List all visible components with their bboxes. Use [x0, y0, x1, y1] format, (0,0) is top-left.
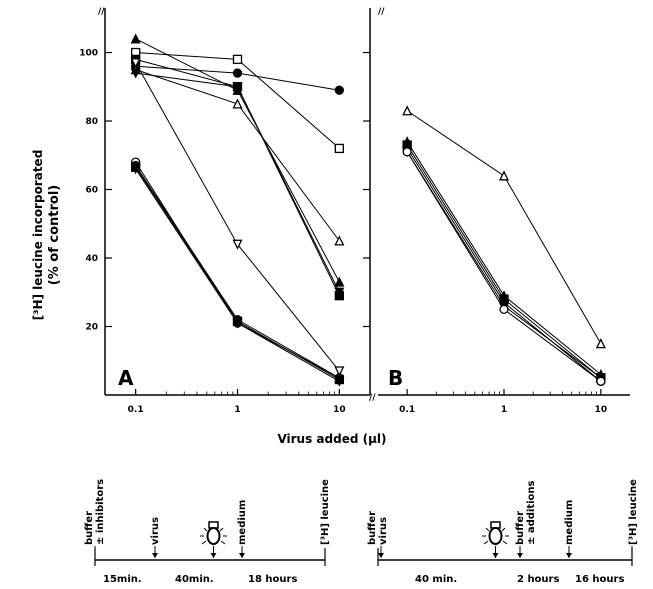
data-point-b-0-1	[498, 170, 510, 181]
timeline-2-event-virus-label: virus	[378, 517, 389, 545]
timeline-2-event-buffer-label: buffer	[367, 511, 378, 545]
data-point-a-1-2	[334, 143, 344, 154]
data-point-a-6-1	[232, 239, 243, 250]
data-point-b-5-2	[596, 376, 606, 386]
data-point-a-3-1	[232, 98, 243, 109]
axis-break-top-a: //	[98, 7, 105, 17]
y-tick-label-100: 100	[79, 49, 98, 59]
timeline-1-event-virus: virus	[150, 517, 161, 558]
x-axis-ticks: 0.1 1 10 0.1 1 10	[128, 389, 607, 415]
timeline-1-interval-3: 18 hours	[248, 574, 297, 585]
data-point-a-10-2	[334, 374, 344, 385]
data-point-a-6-2	[334, 366, 345, 377]
x-tick-label-a-1: 1	[234, 405, 240, 415]
timeline-2: buffer virus buffer ± additions medium	[367, 479, 639, 585]
timeline-1-event-leucine-label: [³H] leucine	[320, 479, 331, 545]
axis-break-bottom: //	[369, 393, 376, 403]
y-axis-label-line2: (% of control)	[47, 185, 62, 285]
timeline-2-event-leucine: [³H] leucine	[628, 479, 639, 558]
panel-a-frame	[104, 8, 371, 396]
x-tick-label-b-2: 10	[595, 405, 608, 415]
timeline-1: buffer ± inhibitors virus medium	[84, 479, 331, 585]
series-line-a-7	[135, 161, 340, 379]
panel-a-label: A	[118, 366, 134, 390]
timeline-2-interval-3: 16 hours	[575, 574, 624, 585]
timeline-1-event-buffer-label-2: ± inhibitors	[95, 479, 106, 545]
data-point-b-0-2	[595, 338, 606, 349]
data-point-a-1-1	[232, 54, 243, 65]
timeline-2-interval-2: 2 hours	[517, 574, 559, 585]
data-point-a-5-1	[232, 82, 243, 93]
y-axis-label-line1: [³H] leucine incorporated	[31, 150, 45, 321]
lamp-icon-2	[482, 521, 509, 558]
timeline-1-interval-1: 15min.	[103, 574, 142, 585]
data-point-a-10-0	[131, 162, 141, 172]
x-tick-label-a-0: 0.1	[128, 405, 144, 415]
timeline-1-event-virus-label: virus	[150, 517, 161, 545]
timeline-1-event-buffer-label: buffer	[84, 511, 95, 545]
timeline-2-event-medium-label: medium	[564, 500, 575, 545]
timeline-2-event-buffer-additions: buffer ± additions	[515, 480, 537, 558]
y-tick-label-60: 60	[85, 186, 98, 196]
panel-a-series	[130, 33, 345, 387]
data-point-a-5-0	[130, 68, 141, 79]
data-point-a-0-1	[232, 68, 243, 78]
data-point-a-3-2	[334, 235, 345, 246]
panel-b-label: B	[388, 366, 403, 390]
y-tick-label-20: 20	[85, 323, 98, 333]
timeline-2-event-additions-label: ± additions	[526, 480, 537, 545]
data-point-a-2-2	[334, 276, 345, 287]
timeline-1-event-buffer: buffer ± inhibitors	[84, 479, 106, 558]
data-point-a-5-2	[334, 287, 345, 298]
x-tick-label-b-1: 1	[501, 405, 507, 415]
data-point-a-2-0	[130, 33, 141, 44]
series-line-a-9	[135, 165, 340, 379]
timeline-1-event-medium: medium	[237, 500, 248, 558]
timeline-2-event-buffer2-label: buffer	[515, 511, 526, 545]
axis-break-top-b: //	[378, 7, 385, 17]
timeline-2-event-buffer-virus: buffer virus	[367, 511, 389, 558]
series-line-b-5	[406, 151, 602, 382]
lamp-icon	[200, 521, 227, 558]
data-point-a-6-0	[130, 58, 141, 69]
timeline-2-interval-1: 40 min.	[415, 574, 457, 585]
data-point-b-0-0	[402, 105, 413, 116]
data-point-a-0-2	[334, 85, 344, 95]
y-axis-ticks: 20 40 60 80 100	[79, 49, 370, 333]
timeline-2-event-medium: medium	[564, 500, 575, 558]
timeline-1-event-medium-label: medium	[237, 500, 248, 545]
data-point-b-5-1	[499, 304, 509, 315]
x-tick-label-b-0: 0.1	[399, 405, 415, 415]
x-axis-label: Virus added (µl)	[277, 432, 386, 446]
data-point-b-5-0	[402, 147, 412, 157]
series-line-b-3	[406, 148, 602, 382]
y-tick-label-40: 40	[85, 254, 98, 264]
data-point-a-10-1	[232, 316, 243, 327]
series-line-b-4	[406, 151, 602, 379]
panel-b-frame	[378, 394, 630, 396]
x-tick-label-a-2: 10	[333, 405, 346, 415]
timeline-1-event-leucine: [³H] leucine	[320, 479, 331, 545]
series-line-a-8	[135, 168, 340, 382]
panel-b-series	[402, 105, 606, 386]
timeline-1-interval-2: 40min.	[175, 574, 214, 585]
timeline-2-event-leucine-label: [³H] leucine	[628, 479, 639, 545]
y-tick-label-80: 80	[85, 117, 98, 127]
